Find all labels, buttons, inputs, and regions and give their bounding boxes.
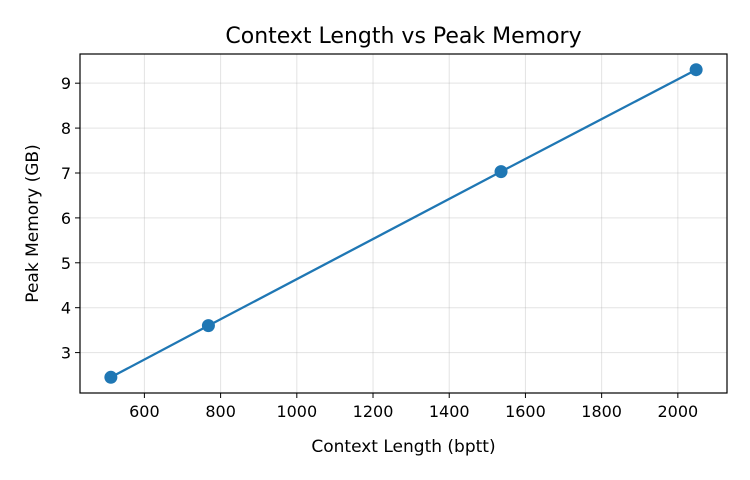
data-point (104, 370, 118, 384)
y-tick-label: 8 (61, 119, 71, 138)
x-tick-label: 1800 (581, 402, 622, 421)
x-tick-label: 1400 (429, 402, 470, 421)
y-tick-label: 6 (61, 209, 71, 228)
chart-title: Context Length vs Peak Memory (225, 24, 581, 49)
y-tick-label: 4 (61, 299, 71, 318)
y-axis-ticks: 3 4 5 6 7 8 9 (61, 74, 80, 363)
data-point (494, 165, 508, 179)
y-tick-label: 7 (61, 164, 71, 183)
data-point (689, 63, 703, 77)
x-tick-label: 1200 (353, 402, 394, 421)
y-tick-label: 5 (61, 254, 71, 273)
y-axis-label: Peak Memory (GB) (23, 144, 43, 302)
x-axis-ticks: 600 800 1000 1200 1400 1600 1800 2000 (129, 393, 698, 421)
x-axis-label: Context Length (bptt) (311, 437, 495, 457)
grid-lines (80, 54, 727, 393)
x-tick-label: 600 (129, 402, 160, 421)
x-tick-label: 2000 (657, 402, 698, 421)
series-line (110, 68, 697, 379)
y-tick-label: 9 (61, 74, 71, 93)
plot-frame (79, 53, 728, 394)
y-tick-label: 3 (61, 344, 71, 363)
x-tick-label: 1000 (276, 402, 317, 421)
series-layer (104, 63, 703, 384)
x-tick-label: 800 (205, 402, 236, 421)
data-point (201, 319, 215, 333)
x-tick-label: 1600 (505, 402, 546, 421)
